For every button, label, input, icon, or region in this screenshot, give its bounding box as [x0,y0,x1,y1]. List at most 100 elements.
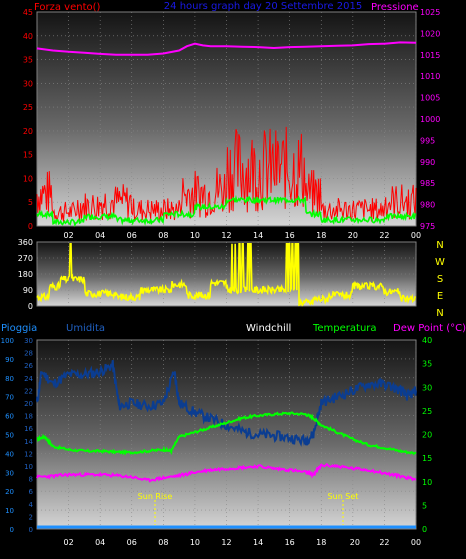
sunrise-label: Sun Rise [138,492,173,501]
compass-n-bottom: N [436,308,443,319]
pressure-y-tick-980: 980 [420,201,435,210]
panel-wind-direction: 0 90 180 270 360 [18,238,417,311]
wind-y-tick-40: 40 [23,32,33,41]
direction-y-tick-0: 0 [28,302,33,311]
x-tick-label-22: 22 [379,538,389,547]
temperature-series-group [36,360,417,529]
wind-y-tick-30: 30 [23,79,33,88]
pressure-y-tick-1010: 1010 [420,72,440,81]
x-tick-label-10: 10 [190,538,200,547]
x-tick-label-00: 00 [411,231,421,240]
pressure-y-tick-990: 990 [420,158,435,167]
compass-s: S [437,274,443,285]
x-tick-label-14: 14 [253,231,263,240]
pressure-y-tick-1025: 1025 [420,8,440,17]
direction-series [36,243,416,307]
rain-y-tick-20: 20 [5,488,14,496]
humid-y-tick-6: 6 [29,488,34,496]
panel-temperature-humidity: 02 04 06 08 10 12 14 16 18 20 22 000102030405060708… [1,336,433,547]
legend-dewpoint: Dew Point (°C) [393,323,466,334]
x-tick-label-10: 10 [190,231,200,240]
direction-y-tick-360: 360 [18,238,33,247]
x-tick-label-06: 06 [127,231,137,240]
pressure-y-tick-1005: 1005 [420,94,440,103]
pressure-y-tick-1000: 1000 [420,115,440,124]
wind-y-tick-45: 45 [23,8,33,17]
compass-e: E [437,291,443,302]
legend-umidita: Umidita [66,323,105,334]
x-tick-label-18: 18 [316,231,326,240]
temp-y-tick-20: 20 [422,431,432,440]
x-tick-label-00: 00 [411,538,421,547]
temp-y-tick-10: 10 [422,478,432,487]
panel-temperature-ticks: 02 04 06 08 10 12 14 16 18 20 22 000102030405060708… [1,336,433,547]
humid-y-tick-28: 28 [24,350,33,358]
temp-y-tick-25: 25 [422,407,432,416]
wind-y-tick-20: 20 [23,127,33,136]
rain-y-tick-10: 10 [5,507,14,515]
gust-series [36,194,417,228]
pressure-y-tick-995: 995 [420,136,435,145]
rain-y-tick-90: 90 [5,356,14,364]
panel-wind-pressure-ticks: 0510152025303540459759809859909951000100… [23,8,441,231]
pressure-y-tick-1015: 1015 [420,51,440,60]
wind-y-tick-25: 25 [23,103,33,112]
direction-y-tick-270: 270 [18,254,33,263]
pressure-axis-title: Pressione [371,2,419,13]
x-tick-label-18: 18 [316,538,326,547]
temp-y-tick-30: 30 [422,383,432,392]
pressure-y-tick-1020: 1020 [420,29,440,38]
x-tick-label-06: 06 [127,538,137,547]
x-tick-label-20: 20 [350,538,360,547]
humid-y-tick-24: 24 [24,375,33,383]
x-tick-label-02: 02 [63,231,73,240]
rain-y-tick-70: 70 [5,394,14,402]
rain-y-tick-100: 100 [1,337,14,345]
x-tick-label-16: 16 [285,538,295,547]
rain-y-tick-80: 80 [5,375,14,383]
direction-y-tick-180: 180 [18,270,33,279]
pressure-y-tick-985: 985 [420,179,435,188]
x-tick-label-20: 20 [348,231,358,240]
rain-y-tick-50: 50 [5,432,14,440]
direction-line [36,243,416,307]
humid-y-tick-14: 14 [24,438,33,446]
humid-y-tick-2: 2 [29,513,33,521]
humid-y-tick-0: 0 [29,526,33,534]
x-tick-label-04: 04 [95,538,105,547]
humid-y-tick-10: 10 [24,463,33,471]
legend-windchill: Windchill [246,323,291,334]
panel-wind-pressure: 02 04 06 08 10 12 14 16 18 20 22 00 051015202530354… [23,8,441,240]
x-tick-label-16: 16 [285,231,295,240]
humid-y-tick-18: 18 [24,413,33,421]
pressure-line [36,41,417,56]
wind-y-tick-0: 0 [28,222,33,231]
pressure-series [36,41,417,56]
rain-y-tick-30: 30 [5,469,14,477]
humid-y-tick-12: 12 [24,450,33,458]
wind-y-tick-35: 35 [23,56,33,65]
x-tick-label-04: 04 [95,231,105,240]
humid-y-tick-30: 30 [24,337,33,345]
compass-w: W [435,257,445,268]
panel-wind-pressure-grid: 02 04 06 08 10 12 14 16 18 20 22 00 [37,12,421,240]
gust-line [36,194,417,228]
temperature-line [36,411,417,456]
x-tick-label-22: 22 [379,231,389,240]
compass-n-top: N [436,240,443,251]
humid-y-tick-16: 16 [24,425,33,433]
legend-pioggia: Pioggia [1,323,37,334]
temp-y-tick-5: 5 [422,501,427,510]
panel-wind-direction-ticks: 0 90 180 270 360 [18,238,33,311]
humid-y-tick-8: 8 [29,476,33,484]
temp-y-tick-35: 35 [422,360,432,369]
chart-title: 24 hours graph day 20 Settembre 2015 [164,1,362,12]
temp-y-tick-15: 15 [422,454,432,463]
x-tick-label-08: 08 [158,538,168,547]
legend-temperatura: Temperatura [312,323,377,334]
wind-y-tick-10: 10 [23,174,33,183]
wind-y-tick-15: 15 [23,151,33,160]
x-tick-label-02: 02 [63,538,73,547]
